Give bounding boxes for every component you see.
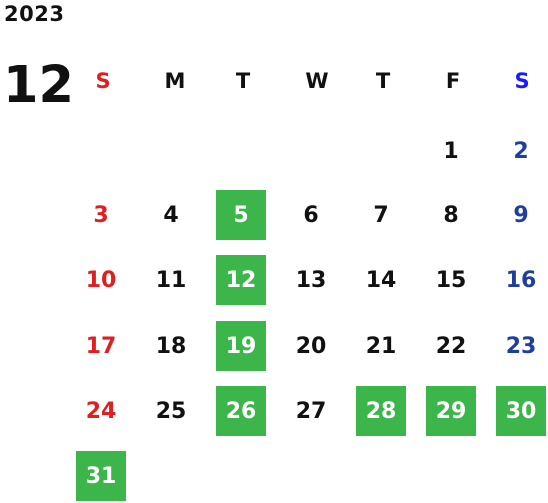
calendar-day: 21 — [365, 333, 397, 359]
calendar-day-highlighted: 26 — [216, 386, 266, 436]
calendar-day: 4 — [163, 202, 179, 228]
calendar-day: 10 — [85, 267, 117, 293]
calendar-day-highlighted: 28 — [356, 386, 406, 436]
calendar-day: 25 — [155, 398, 187, 424]
calendar-day: 20 — [295, 333, 327, 359]
calendar-day: 24 — [85, 398, 117, 424]
calendar-day-highlighted: 5 — [216, 190, 266, 240]
calendar-day: 1 — [443, 138, 459, 164]
calendar-day: 2 — [513, 138, 529, 164]
weekday-monday: M — [164, 69, 186, 93]
calendar-day: 15 — [435, 267, 467, 293]
calendar-day: 3 — [93, 202, 109, 228]
calendar-day: 9 — [513, 202, 529, 228]
month-number: 12 — [3, 56, 74, 115]
weekday-tuesday: T — [235, 69, 251, 93]
calendar-day: 23 — [505, 333, 537, 359]
weekday-thursday: T — [375, 69, 391, 93]
calendar-day-highlighted: 19 — [216, 321, 266, 371]
calendar-day-highlighted: 12 — [216, 255, 266, 305]
calendar-day: 16 — [505, 267, 537, 293]
calendar-day: 14 — [365, 267, 397, 293]
calendar-day-highlighted: 31 — [76, 451, 126, 501]
calendar-day: 22 — [435, 333, 467, 359]
calendar-day: 27 — [295, 398, 327, 424]
year-label: 2023 — [4, 2, 65, 26]
calendar-day-highlighted: 30 — [496, 386, 546, 436]
weekday-friday: F — [445, 69, 461, 93]
calendar-day: 18 — [155, 333, 187, 359]
calendar-day: 8 — [443, 202, 459, 228]
calendar-day: 13 — [295, 267, 327, 293]
calendar-day: 7 — [373, 202, 389, 228]
calendar-day: 17 — [85, 333, 117, 359]
calendar-day: 6 — [303, 202, 319, 228]
calendar-day-highlighted: 29 — [426, 386, 476, 436]
weekday-wednesday: W — [305, 69, 329, 93]
weekday-saturday: S — [514, 69, 530, 93]
weekday-sunday: S — [95, 69, 111, 93]
calendar-day: 11 — [155, 267, 187, 293]
